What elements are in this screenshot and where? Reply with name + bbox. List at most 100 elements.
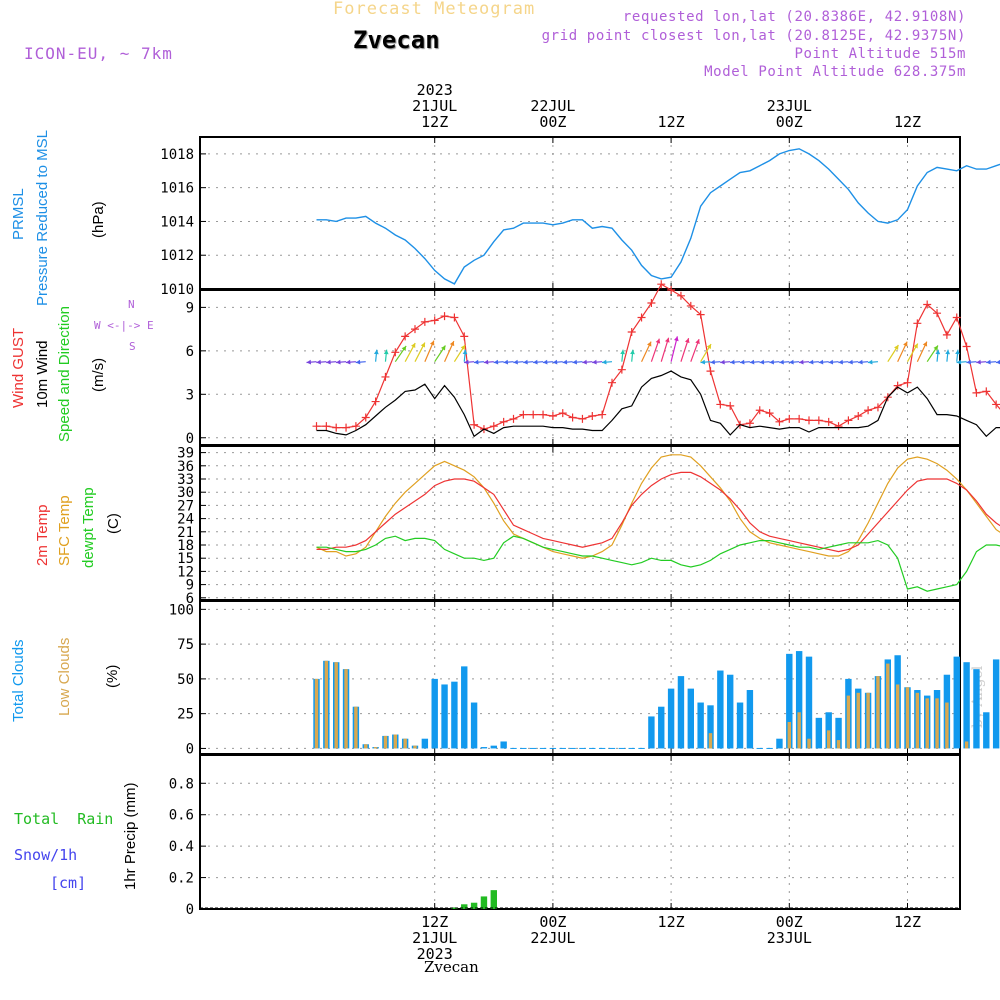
gust-marker — [627, 328, 636, 337]
total-cloud-bar — [805, 656, 813, 749]
model-altitude: Model Point Altitude 628.375m — [704, 64, 966, 80]
ytick-label: 25 — [177, 707, 194, 723]
wind-arrow-head — [730, 359, 735, 365]
gust-marker — [913, 319, 922, 328]
low-cloud-bar — [334, 662, 338, 749]
wind-arrow-head — [684, 338, 690, 344]
gust-marker — [834, 422, 843, 431]
wind-arrow-head — [935, 349, 941, 355]
wind-arrow — [808, 359, 819, 365]
wind-arrow — [462, 349, 468, 362]
gust-marker — [893, 381, 902, 390]
low-cloud-bar — [807, 738, 811, 749]
wind-arrow-head — [739, 359, 745, 365]
ytick-label: 1012 — [160, 248, 194, 264]
wind-arrow — [620, 349, 625, 362]
total-cloud-bar — [786, 653, 793, 749]
wind-arrow — [453, 344, 466, 363]
wind-arrow-head — [411, 343, 416, 349]
low-cloud-bar — [314, 678, 319, 749]
gust-marker — [745, 419, 754, 428]
gust-marker — [795, 414, 804, 423]
time-label-top: 2023 — [417, 81, 453, 99]
wind-arrow-head — [665, 337, 670, 343]
wind-arrow-head — [955, 349, 960, 355]
wind-arrow-head — [460, 345, 466, 350]
time-label-bottom: 00Z — [539, 913, 566, 931]
wind-arrow-head — [420, 342, 426, 348]
wind-arrow — [779, 359, 790, 365]
time-label-bottom: 22JUL — [530, 929, 575, 947]
wind-arrow-head — [503, 359, 509, 365]
gust-marker — [588, 412, 597, 421]
total-cloud-bar — [480, 747, 488, 749]
low-cloud-bar — [836, 740, 841, 749]
low-cloud-bar — [324, 660, 329, 749]
gust-marker — [775, 417, 784, 426]
total-cloud-bar — [717, 670, 724, 749]
wind-arrow-head — [493, 359, 499, 365]
wind-arrow-head — [710, 359, 715, 365]
compass-we: W <-|-> E — [94, 319, 154, 332]
gust-marker — [519, 410, 528, 419]
total-cloud-bar — [431, 678, 438, 749]
footer-location: Zvecan — [424, 958, 479, 976]
wind-arrow-head — [956, 359, 962, 365]
low-cloud-bar — [403, 738, 407, 749]
ytick-label: 39 — [177, 446, 194, 462]
ytick-label: 30 — [177, 485, 194, 501]
total-cloud-bar — [795, 651, 803, 749]
gust-marker — [578, 414, 587, 423]
wind-arrow — [434, 345, 446, 363]
total-cloud-bar — [441, 684, 448, 749]
ytick-label: 36 — [177, 459, 194, 475]
gust-marker — [814, 416, 823, 425]
wind-arrow-head — [695, 339, 700, 345]
gust-marker — [608, 378, 616, 387]
wind-arrow-head — [513, 359, 518, 365]
wind-arrow — [966, 359, 977, 365]
wind-arrow-head — [326, 359, 331, 365]
wind-arrow — [769, 359, 780, 365]
wind-arrow — [828, 359, 839, 365]
wind-arrow — [641, 341, 652, 362]
wind-arrow — [680, 338, 690, 362]
total-cloud-bar — [697, 702, 704, 749]
wind-arrow-head — [858, 359, 863, 365]
wind-arrow — [838, 359, 849, 365]
gust-marker — [499, 417, 508, 426]
wind-arrow — [650, 338, 661, 362]
gust-marker — [470, 420, 479, 429]
gust-marker — [962, 342, 971, 351]
wind-arrow-head — [828, 359, 834, 365]
panel-frame — [199, 754, 961, 910]
wind-arrow — [533, 359, 544, 365]
gust-marker — [361, 413, 370, 422]
wind-arrow — [542, 359, 553, 365]
ytick-label: 0.2 — [169, 871, 194, 887]
wind-arrow-head — [848, 359, 853, 365]
wind-arrow-head — [673, 336, 679, 342]
wind-arrow — [690, 338, 700, 362]
wind-arrow-head — [373, 349, 379, 355]
time-label-bottom: 12Z — [894, 913, 921, 931]
ytick-label: 0.4 — [169, 839, 194, 855]
gust-marker — [765, 409, 774, 418]
wind-arrow — [424, 340, 435, 362]
wind-arrow — [906, 343, 919, 362]
wind-arrow-head — [620, 349, 625, 355]
gust-marker — [312, 422, 321, 431]
gust-marker — [568, 413, 577, 422]
wind-arrow — [986, 359, 997, 365]
gust-marker — [381, 372, 390, 381]
gust-marker — [420, 317, 429, 326]
low-cloud-bar — [708, 733, 713, 749]
wind-arrow-head — [808, 359, 814, 365]
wind-arrow — [700, 343, 712, 363]
total-cloud-bar — [677, 676, 685, 749]
low-cloud-bar — [925, 698, 929, 749]
grid-coords: grid point closest lon,lat (20.8125E, 42… — [541, 28, 966, 44]
wind-arrow — [601, 359, 613, 365]
gust-marker — [342, 423, 351, 432]
